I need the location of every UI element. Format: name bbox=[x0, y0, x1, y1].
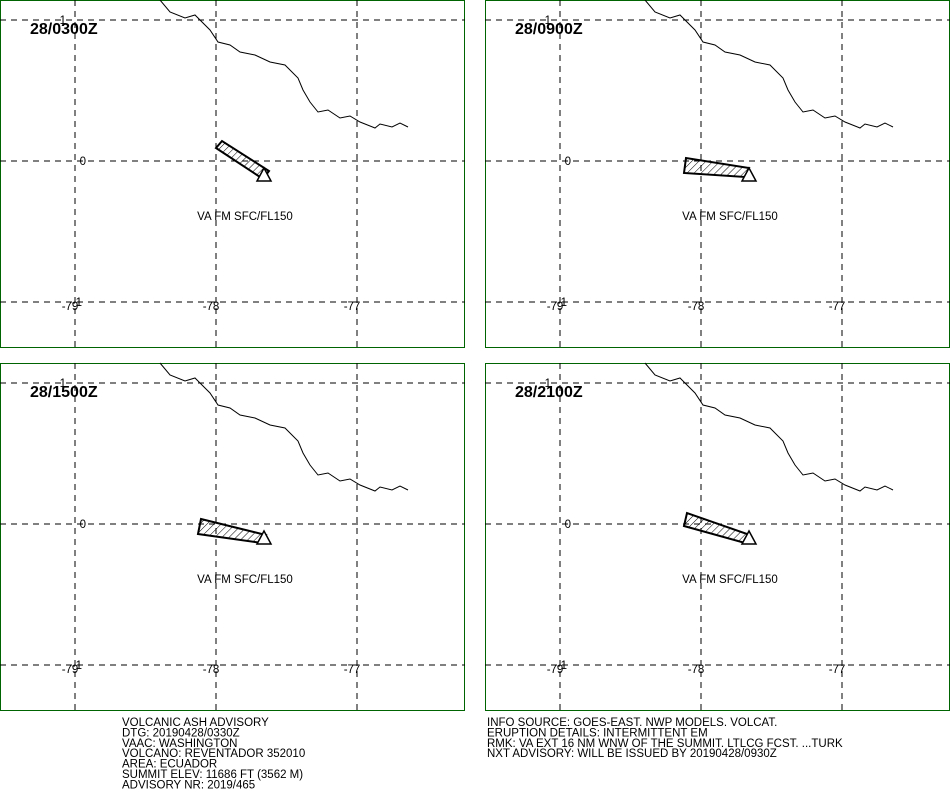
lon-label: -79 bbox=[547, 664, 564, 676]
coastline bbox=[159, 0, 409, 129]
advisory-line: VOLCANO: REVENTADOR 352010 bbox=[122, 748, 305, 760]
panel-time: 28/0900Z bbox=[515, 21, 583, 38]
panel-frame bbox=[485, 363, 950, 711]
lat-label: 1 bbox=[545, 378, 551, 390]
lon-label: -77 bbox=[829, 664, 846, 676]
ash-label: VA FM SFC/FL150 bbox=[682, 211, 778, 223]
advisory-line: ERUPTION DETAILS: INTERMITTENT EM bbox=[487, 727, 708, 739]
coastline bbox=[644, 362, 894, 492]
lat-label: 0 bbox=[565, 156, 571, 168]
advisory-line: AREA: ECUADOR bbox=[122, 759, 217, 771]
lat-label: 1 bbox=[60, 378, 66, 390]
ash-label: VA FM SFC/FL150 bbox=[197, 211, 293, 223]
volcano-symbol bbox=[740, 166, 758, 182]
advisory-line: NXT ADVISORY: WILL BE ISSUED BY 20190428… bbox=[487, 748, 777, 760]
lat-label: -1 bbox=[557, 297, 567, 309]
map-panel: 28/1500Z VA FM SFC/FL150 1 0 -1-79 -78 -77 bbox=[0, 362, 465, 711]
lon-label: -78 bbox=[203, 301, 220, 313]
coastline bbox=[159, 362, 409, 492]
volcano-symbol bbox=[255, 529, 273, 545]
advisory-line: ADVISORY NR: 2019/465 bbox=[122, 779, 255, 791]
lat-label: 0 bbox=[80, 519, 86, 531]
lon-label: -79 bbox=[62, 664, 79, 676]
lon-label: -79 bbox=[62, 301, 79, 313]
lon-label: -78 bbox=[203, 664, 220, 676]
ash-label: VA FM SFC/FL150 bbox=[197, 574, 293, 586]
volcano-symbol bbox=[255, 166, 273, 182]
lon-label: -78 bbox=[688, 664, 705, 676]
panel-time: 28/2100Z bbox=[515, 384, 583, 401]
advisory-line: VOLCANIC ASH ADVISORY bbox=[122, 717, 269, 729]
panel-time: 28/0300Z bbox=[30, 21, 98, 38]
lat-label: -1 bbox=[72, 660, 82, 672]
ash-area bbox=[214, 139, 271, 181]
ash-area bbox=[196, 517, 268, 545]
lat-label: -1 bbox=[557, 660, 567, 672]
lat-label: 1 bbox=[545, 15, 551, 27]
map-panel: 28/2100Z VA FM SFC/FL150 1 0 -1-79 -78 -77 bbox=[485, 362, 950, 711]
lon-label: -77 bbox=[344, 301, 361, 313]
lat-label: 0 bbox=[80, 156, 86, 168]
map-panel: 28/0300Z VA FM SFC/FL150 1 0 -1-79 -78 -77 bbox=[0, 0, 465, 348]
lon-label: -78 bbox=[688, 301, 705, 313]
advisory-line: RMK: VA EXT 16 NM WNW OF THE SUMMIT. LTL… bbox=[487, 738, 843, 750]
ash-label: VA FM SFC/FL150 bbox=[682, 574, 778, 586]
lon-label: -77 bbox=[829, 301, 846, 313]
lat-label: 1 bbox=[60, 15, 66, 27]
panel-frame bbox=[0, 363, 465, 711]
coastline bbox=[644, 0, 894, 129]
volcano-symbol bbox=[740, 529, 758, 545]
panel-time: 28/1500Z bbox=[30, 384, 98, 401]
lat-label: 0 bbox=[565, 519, 571, 531]
panel-frame bbox=[0, 0, 465, 348]
lat-label: -1 bbox=[72, 297, 82, 309]
lon-label: -77 bbox=[344, 664, 361, 676]
ash-area bbox=[682, 511, 752, 545]
advisory-line: SUMMIT ELEV: 11686 FT (3562 M) bbox=[122, 769, 303, 781]
lon-label: -79 bbox=[547, 301, 564, 313]
advisory-line: DTG: 20190428/0330Z bbox=[122, 727, 240, 739]
map-panel: 28/0900Z VA FM SFC/FL150 1 0 -1-79 -78 -77 bbox=[485, 0, 950, 348]
advisory-line: VAAC: WASHINGTON bbox=[122, 738, 237, 750]
advisory-line: INFO SOURCE: GOES-EAST. NWP MODELS. VOLC… bbox=[487, 717, 777, 729]
